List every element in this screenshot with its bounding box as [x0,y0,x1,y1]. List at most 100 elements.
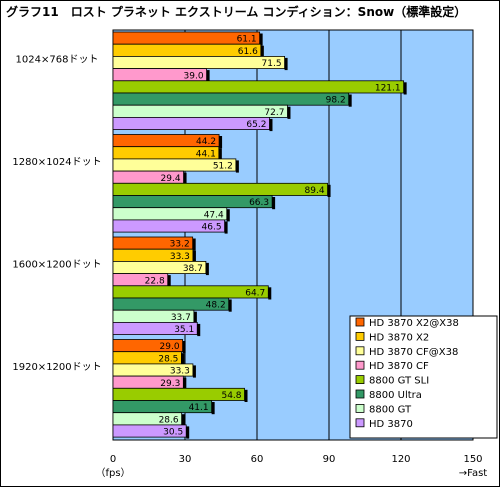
data-label: 61.1 [237,35,257,45]
data-label: 71.5 [262,59,282,69]
bar-shadow [182,341,186,354]
bar [112,80,405,94]
data-label: 51.2 [213,162,233,172]
bar-shadow [211,402,215,415]
data-label: 29.4 [161,174,181,184]
legend-swatch [355,317,365,327]
bar-shadow [197,323,201,337]
bar-shadow [284,57,288,71]
bar-shadow [183,377,187,390]
data-label: 28.6 [159,415,179,425]
category-label: 1600×1200ドット [12,259,101,270]
legend-entry: 8800 GT [369,404,412,415]
legend-entry: 8800 Ultra [369,390,422,401]
legend-swatch [355,403,365,413]
data-label: 35.1 [174,325,194,335]
bar-shadow [260,45,264,58]
data-label: 39.0 [184,71,204,81]
data-label: 33.3 [170,367,190,377]
category-label: 1920×1200ドット [12,362,101,373]
x-axis-unit-label: （fps） [95,467,130,479]
bar [112,104,288,118]
data-label: 33.7 [171,313,191,323]
bar [112,321,198,335]
legend-box [349,315,498,439]
x-tick-label: 0 [110,454,116,465]
data-label: 33.2 [170,240,190,250]
data-label: 64.7 [245,289,265,299]
bar-shadow [205,262,209,276]
bar [112,182,328,196]
bar-shadow [228,299,232,312]
x-tick-label: 150 [463,454,482,465]
bar-shadow [218,148,222,161]
data-label: 29.3 [160,379,180,389]
legend-swatch [355,331,365,341]
bar-shadow [183,172,187,185]
legend-entry: HD 3870 [369,419,413,430]
data-label: 28.5 [158,354,178,364]
legend-swatch [355,389,365,399]
bar-shadow [235,160,239,173]
x-tick-label: 60 [251,454,264,465]
bar-shadow [327,184,331,197]
bar-shadow [244,389,248,402]
bar-shadow [403,82,407,95]
bar-shadow [224,221,228,234]
bar [112,117,270,131]
x-axis-direction-label: →Fast [459,468,488,479]
bar-shadow [272,197,276,210]
legend-swatch [355,360,365,370]
legend-swatch [355,375,365,385]
bar-shadow [206,70,210,83]
bar-shadow [268,287,272,300]
bar-shadow [181,414,185,427]
data-label: 44.1 [196,149,216,159]
data-label: 29.0 [160,342,180,352]
bar [112,92,350,106]
bar-shadow [219,136,223,149]
data-label: 61.6 [238,47,258,57]
data-label: 46.5 [202,223,222,233]
data-label: 121.1 [375,84,401,94]
legend-entry: 8800 GT SLI [369,376,429,387]
chart-title: グラフ11 ロスト プラネット エクストリーム コンディション：Snow（標準設… [6,5,467,19]
data-label: 38.7 [183,264,203,274]
data-label: 98.2 [326,96,346,106]
legend-entry: HD 3870 X2 [369,332,429,343]
legend: HD 3870 X2@X38 HD 3870 X2 HD 3870 CF@X38 HD… [349,315,498,439]
bar-shadow [192,365,196,378]
category-labels: 1024×768ドット 1280×1024ドット 1600×1200ドット 1920×… [12,54,101,373]
x-axis-ticks: 0 30 60 90 120 150 [110,454,483,465]
bar-shadow [269,118,273,132]
data-label: 41.1 [189,403,209,413]
bar-shadow [167,275,171,288]
legend-swatch [355,346,365,356]
category-label: 1024×768ドット [16,54,99,65]
bar-shadow [192,250,196,263]
bar [112,56,286,70]
x-tick-label: 30 [179,454,192,465]
data-label: 44.2 [196,137,216,147]
x-tick-label: 90 [323,454,336,465]
data-label: 65.2 [246,120,266,130]
bar-shadow [226,209,230,222]
data-label: 47.4 [204,210,224,220]
legend-entry: HD 3870 CF@X38 [369,347,458,358]
legend-entry: HD 3870 X2@X38 [369,318,459,329]
data-label: 30.5 [163,428,183,438]
bar-shadow [181,353,185,366]
bar-shadow [192,238,196,251]
data-label: 72.7 [264,108,284,118]
legend-swatch [355,418,365,428]
x-tick-label: 120 [391,454,410,465]
data-label: 89.4 [305,186,325,196]
data-label: 66.3 [249,198,269,208]
data-label: 54.8 [221,391,241,401]
data-label: 22.8 [145,276,165,286]
data-label: 48.2 [206,301,226,311]
bars: 61.1 61.6 71.5 39.0 121.1 98.2 72.7 65.2 44.2 44.… [112,31,407,439]
bar-shadow [287,106,291,119]
bar-shadow [193,311,197,324]
